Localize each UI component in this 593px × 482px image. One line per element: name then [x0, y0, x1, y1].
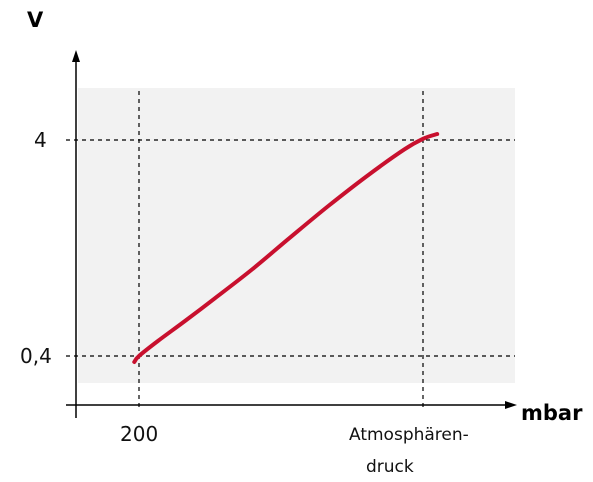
y-tick-label-0-4: 0,4 [20, 344, 52, 368]
x-tick-label-atmosphere-line2: druck [366, 457, 414, 477]
x-tick-label-200: 200 [120, 422, 158, 446]
series-line [132, 132, 440, 364]
plot-background [78, 88, 515, 383]
x-axis-title: mbar [521, 401, 583, 425]
y-axis-arrow [72, 50, 80, 62]
y-tick-label-4: 4 [34, 128, 47, 152]
y-axis-title: V [27, 8, 44, 32]
x-axis-arrow [505, 401, 517, 409]
x-tick-label-atmosphere-line1: Atmosphären- [349, 425, 469, 445]
